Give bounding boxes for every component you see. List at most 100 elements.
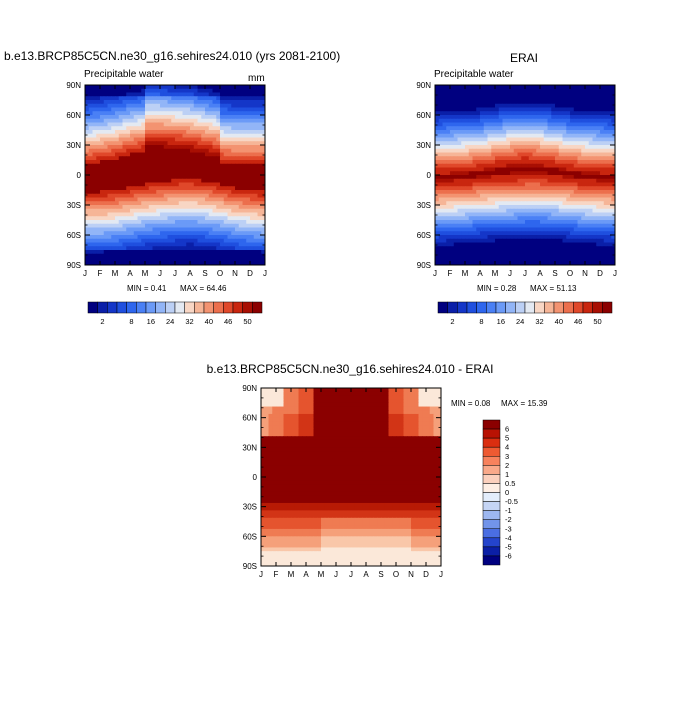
field-cell [104,171,108,175]
field-cell [209,85,213,89]
field-cell [134,141,138,145]
field-cell [156,239,160,243]
field-cell [589,111,593,115]
field-cell [540,130,544,134]
field-cell [518,168,522,172]
field-cell [246,183,250,187]
field-cell [153,205,157,209]
field-cell [130,126,134,130]
field-cell [141,168,145,172]
month-label: F [98,269,103,278]
field-cell [209,175,213,179]
field-cell [555,115,559,119]
field-cell [89,243,93,247]
field-cell [130,243,134,247]
field-cell [604,85,608,89]
field-cell [563,160,567,164]
field-cell [190,228,194,232]
field-cell [469,153,473,157]
field-cell [593,96,597,100]
field-cell [503,145,507,149]
field-cell [548,175,552,179]
field-cell [473,220,477,224]
field-cell [581,220,585,224]
field-cell [491,186,495,190]
field-cell [450,96,454,100]
field-cell [190,216,194,220]
field-cell [521,179,525,183]
field-cell [179,111,183,115]
field-cell [216,213,220,217]
field-cell [551,209,555,213]
field-cell [213,216,217,220]
field-cell [130,209,134,213]
field-cell [119,156,123,160]
field-cell [224,130,228,134]
field-cell [581,141,585,145]
field-cell [141,93,145,97]
field-cell [186,141,190,145]
field-cell [540,123,544,127]
field-cell [179,254,183,258]
field-cell [514,123,518,127]
field-cell [510,175,514,179]
field-cell [465,239,469,243]
field-cell [443,171,447,175]
field-cell [153,115,157,119]
field-cell [570,213,574,217]
field-cell [235,96,239,100]
field-cell [529,254,533,258]
field-cell [525,104,529,108]
field-cell [231,186,235,190]
field-cell [458,145,462,149]
field-cell [145,123,149,127]
field-cell [465,126,469,130]
field-cell [454,179,458,183]
field-cell [581,179,585,183]
field-cell [596,96,600,100]
field-cell [488,160,492,164]
field-cell [108,104,112,108]
field-cell [544,171,548,175]
field-cell [503,213,507,217]
field-cell [190,224,194,228]
field-cell [93,209,97,213]
field-cell [138,213,142,217]
field-cell [130,231,134,235]
field-cell [458,209,462,213]
field-cell [503,216,507,220]
field-cell [156,205,160,209]
field-cell [551,153,555,157]
field-cell [250,160,254,164]
field-cell [608,123,612,127]
field-cell [559,145,563,149]
field-cell [525,198,529,202]
field-cell [93,183,97,187]
field-cell [243,216,247,220]
field-cell [608,254,612,258]
field-cell [495,100,499,104]
field-cell [499,85,503,89]
field-cell [100,258,104,262]
field-cell [96,149,100,153]
field-cell [254,168,258,172]
field-cell [578,93,582,97]
field-cell [213,85,217,89]
field-cell [426,392,430,396]
field-cell [239,171,243,175]
field-cell [604,209,608,213]
field-cell [239,175,243,179]
field-cell [190,149,194,153]
field-cell [600,96,604,100]
field-cell [593,258,597,262]
field-cell [506,89,510,93]
field-cell [566,153,570,157]
field-cell [231,235,235,239]
field-cell [126,123,130,127]
field-cell [175,239,179,243]
field-cell [179,220,183,224]
field-cell [156,179,160,183]
field-cell [563,254,567,258]
field-cell [608,179,612,183]
field-cell [179,108,183,112]
